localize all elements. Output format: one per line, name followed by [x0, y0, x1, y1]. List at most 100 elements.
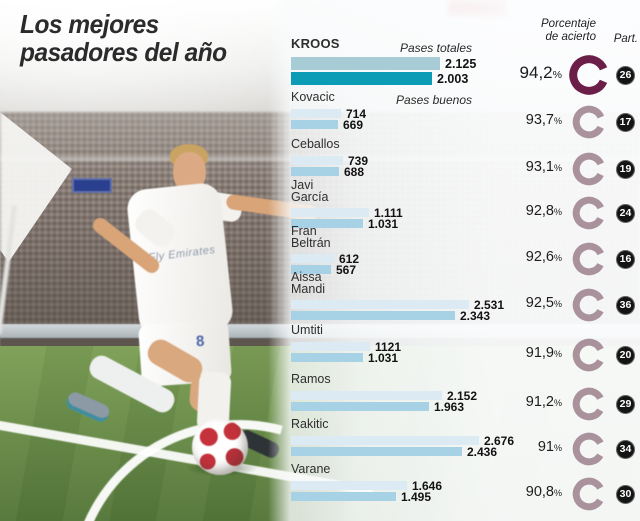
matches-badge: 16	[616, 249, 635, 269]
shorts-number: 8	[195, 332, 205, 351]
good-passes-value: 2.003	[437, 71, 469, 86]
total-passes-bar	[291, 300, 469, 309]
player-name: Javi García	[291, 178, 329, 204]
percent-symbol: %	[554, 488, 562, 498]
percent-symbol: %	[554, 253, 562, 263]
player-name: Umtiti	[291, 323, 323, 337]
player-name: KROOS	[291, 36, 340, 51]
participations-column-header: Part.	[613, 33, 638, 45]
total-passes-bar	[291, 109, 341, 118]
total-passes-bar	[291, 57, 440, 70]
accuracy-donut	[572, 105, 606, 139]
good-passes-value: 2.436	[467, 444, 498, 459]
good-passes-value: 1.495	[401, 489, 432, 504]
percent-symbol: %	[554, 163, 562, 173]
good-passes-bar	[291, 72, 432, 85]
percent-symbol: %	[554, 443, 562, 453]
accuracy-percentage: 94,2%	[519, 63, 562, 82]
player-row: Javi García 1.111 1.031 92,8% 24	[283, 178, 640, 232]
good-passes-bar	[291, 492, 396, 501]
good-passes-value: 688	[344, 164, 365, 179]
page-title-line2: pasadores del año	[20, 37, 227, 68]
player-name: Fran Beltrán	[291, 224, 331, 250]
player-name: Ramos	[291, 372, 331, 386]
accuracy-donut	[572, 338, 606, 372]
player-row: Ramos 2.152 1.963 91,2% 29	[283, 372, 640, 426]
accuracy-donut	[569, 55, 609, 95]
accuracy-percentage: 92,8%	[525, 203, 562, 219]
player-name: Varane	[291, 462, 331, 476]
good-passes-value: 1.031	[368, 216, 399, 231]
percent-symbol: %	[554, 349, 562, 359]
player-row: Kovacic 714 669 93,7% 17	[283, 90, 640, 144]
accuracy-donut	[572, 152, 606, 186]
football	[192, 419, 248, 475]
legend-good-passes: Pases buenos	[395, 93, 472, 107]
good-passes-bar	[291, 447, 462, 456]
matches-badge: 30	[616, 484, 635, 504]
matches-badge: 36	[616, 295, 635, 315]
good-passes-value: 567	[336, 262, 357, 277]
player-name: Aissa Mandi	[291, 270, 326, 296]
good-passes-value: 669	[343, 117, 364, 132]
percent-symbol: %	[554, 398, 562, 408]
percent-symbol: %	[554, 207, 562, 217]
total-passes-bar	[291, 208, 369, 217]
good-passes-value: 1.963	[434, 399, 465, 414]
matches-badge: 26	[616, 65, 635, 85]
total-passes-bar	[291, 156, 343, 165]
matches-badge: 17	[616, 112, 635, 132]
player-name: Kovacic	[291, 90, 335, 104]
accuracy-percentage: 91,2%	[525, 394, 562, 410]
accuracy-percentage: 92,5%	[525, 295, 562, 311]
total-passes-value: 2.531	[474, 297, 505, 312]
good-passes-bar	[291, 353, 363, 362]
total-passes-value: 2.125	[445, 56, 477, 71]
led-scoreboard	[72, 178, 112, 193]
percent-symbol: %	[554, 116, 562, 126]
total-passes-value: 1121	[375, 339, 402, 354]
player-row: KROOS 2.125 2.003 94,2% 26	[283, 36, 640, 95]
percent-symbol: %	[552, 69, 562, 81]
total-passes-value: 612	[339, 251, 360, 266]
accuracy-donut	[572, 196, 606, 230]
good-passes-value: 2.343	[460, 308, 491, 323]
player-name: Rakitic	[291, 417, 329, 431]
accuracy-donut	[572, 477, 606, 511]
total-passes-value: 1.646	[412, 478, 443, 493]
player-row: Umtiti 1121 1.031 91,9% 20	[283, 323, 640, 377]
total-passes-value: 714	[346, 106, 367, 121]
accuracy-donut	[572, 242, 606, 276]
passers-chart: Porcentaje de acierto Part. Pases totale…	[283, 0, 640, 521]
total-passes-bar	[291, 342, 370, 351]
player-row: Fran Beltrán 612 567 92,6% 16	[283, 224, 640, 278]
good-passes-bar	[291, 265, 331, 274]
matches-badge: 34	[616, 439, 635, 459]
total-passes-value: 1.111	[374, 205, 403, 220]
player-row: Ceballos 739 688 93,1% 19	[283, 137, 640, 191]
good-passes-bar	[291, 311, 455, 320]
accuracy-percentage: 91,9%	[525, 345, 562, 361]
player-name: Ceballos	[291, 137, 340, 151]
total-passes-value: 739	[348, 153, 369, 168]
total-passes-bar	[291, 481, 407, 490]
matches-badge: 24	[616, 203, 635, 223]
matches-badge: 29	[616, 394, 635, 414]
good-passes-bar	[291, 167, 339, 176]
accuracy-percentage: 93,7%	[525, 112, 562, 128]
accuracy-donut	[572, 387, 606, 421]
matches-badge: 20	[616, 345, 635, 365]
total-passes-value: 2.152	[447, 388, 478, 403]
accuracy-donut	[572, 432, 606, 466]
player-row: Varane 1.646 1.495 90,8% 30	[283, 462, 640, 516]
total-passes-value: 2.676	[484, 433, 515, 448]
accuracy-donut	[572, 288, 606, 322]
percent-symbol: %	[554, 299, 562, 309]
player-row: Rakitic 2.676 2.436 91% 34	[283, 417, 640, 471]
good-passes-bar	[291, 219, 363, 228]
matches-badge: 19	[616, 159, 635, 179]
total-passes-bar	[291, 254, 334, 263]
good-passes-value: 1.031	[368, 350, 399, 365]
